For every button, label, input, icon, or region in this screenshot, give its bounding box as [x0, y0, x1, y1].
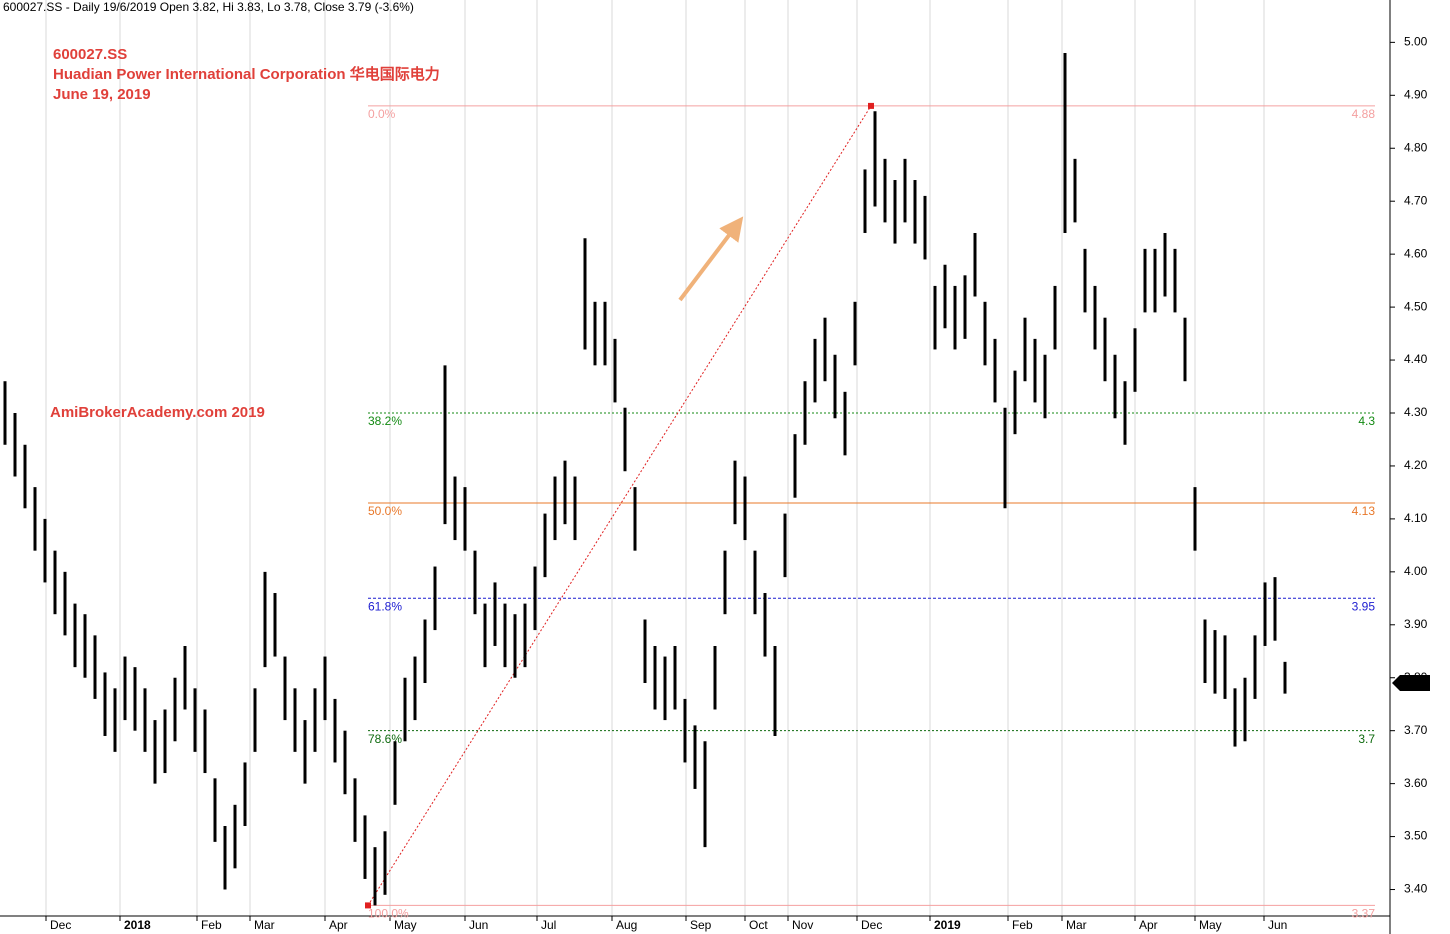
y-tick-label: 4.50 — [1404, 299, 1428, 313]
x-tick-label: Jun — [469, 918, 488, 932]
x-tick-label: Feb — [1012, 918, 1033, 932]
x-tick-label: Mar — [1066, 918, 1087, 932]
anchor-point — [365, 902, 371, 909]
fib-value: 4.3 — [1358, 414, 1375, 428]
x-tick-label: Nov — [792, 918, 813, 932]
annotation: June 19, 2019 — [53, 86, 151, 103]
x-tick-label: Jun — [1268, 918, 1287, 932]
arrow — [678, 216, 744, 302]
y-tick-label: 3.90 — [1404, 617, 1428, 631]
x-tick-label: Apr — [329, 918, 348, 932]
last-price-box — [1392, 675, 1430, 692]
y-tick-label: 3.50 — [1404, 829, 1428, 843]
x-tick-label: Apr — [1139, 918, 1158, 932]
last-price-label: 3.79 — [1402, 675, 1426, 689]
x-tick-label: Jul — [541, 918, 556, 932]
fib-value: 3.95 — [1352, 599, 1376, 613]
y-tick-label: 4.70 — [1404, 193, 1428, 207]
y-tick-label: 4.80 — [1404, 140, 1428, 154]
x-tick-label: 2019 — [934, 918, 961, 932]
x-tick-label: 2018 — [124, 918, 151, 932]
fib-label: 0.0% — [368, 107, 396, 121]
fib-value: 4.88 — [1352, 107, 1376, 121]
fib-label: 38.2% — [368, 414, 402, 428]
fib-value: 4.13 — [1352, 504, 1376, 518]
fib-label: 78.6% — [368, 732, 402, 746]
x-tick-label: May — [1199, 918, 1222, 932]
x-tick-label: Dec — [861, 918, 882, 932]
x-tick-label: Oct — [749, 918, 768, 932]
fib-value: 3.37 — [1352, 907, 1376, 921]
x-tick-label: Sep — [690, 918, 712, 932]
fib-label: 61.8% — [368, 599, 402, 613]
annotation: AmiBrokerAcademy.com 2019 — [50, 404, 265, 421]
y-tick-label: 3.40 — [1404, 882, 1428, 896]
trend-line — [367, 105, 872, 906]
y-tick-label: 4.30 — [1404, 405, 1428, 419]
annotation: 600027.SS — [53, 46, 127, 63]
y-tick-label: 4.40 — [1404, 352, 1428, 366]
y-tick-label: 3.60 — [1404, 776, 1428, 790]
y-tick-label: 4.10 — [1404, 511, 1428, 525]
fib-value: 3.7 — [1358, 732, 1375, 746]
anchor-point — [868, 102, 874, 109]
y-tick-label: 4.00 — [1404, 564, 1428, 578]
fib-label: 50.0% — [368, 504, 402, 518]
y-tick-label: 4.20 — [1404, 458, 1428, 472]
x-tick-label: Mar — [254, 918, 275, 932]
y-tick-label: 4.90 — [1404, 87, 1428, 101]
x-tick-label: Dec — [50, 918, 71, 932]
y-tick-label: 4.60 — [1404, 246, 1428, 260]
fib-label: 100.0% — [368, 907, 409, 921]
annotation: Huadian Power International Corporation … — [53, 65, 440, 83]
y-tick-label: 3.70 — [1404, 723, 1428, 737]
x-tick-label: May — [394, 918, 417, 932]
y-tick-label: 5.00 — [1404, 35, 1428, 49]
x-tick-label: Aug — [616, 918, 637, 932]
x-tick-label: Feb — [201, 918, 222, 932]
header: 600027.SS - Daily 19/6/2019 Open 3.82, H… — [3, 0, 414, 14]
